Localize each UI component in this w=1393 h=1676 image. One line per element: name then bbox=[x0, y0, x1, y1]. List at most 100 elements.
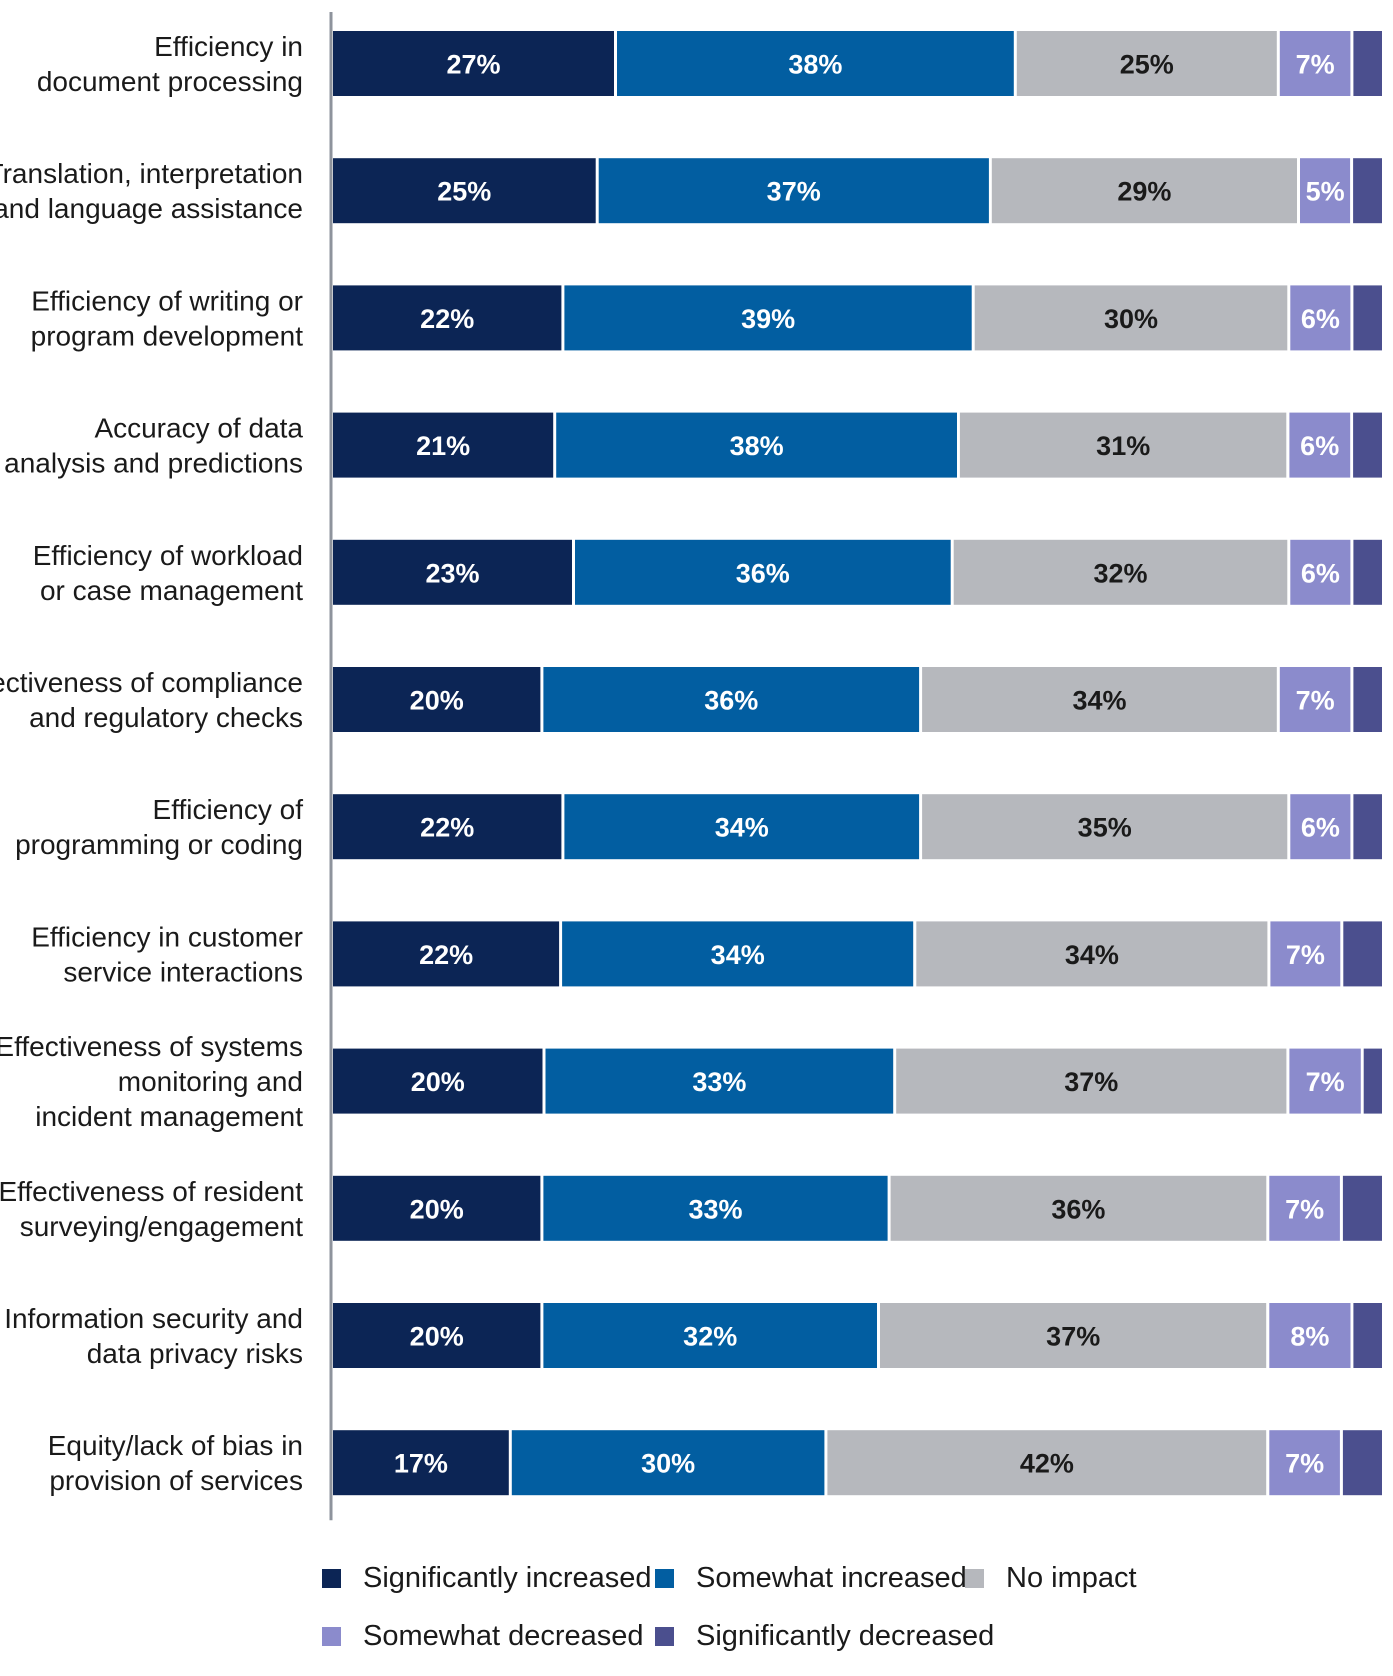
data-label: 34% bbox=[711, 940, 765, 970]
category-label: data privacy risks bbox=[87, 1338, 303, 1369]
data-label: 37% bbox=[1064, 1067, 1118, 1097]
data-label: 7% bbox=[1306, 1067, 1345, 1097]
bar-segment bbox=[333, 794, 562, 860]
data-label: 5% bbox=[1306, 177, 1345, 207]
category-label: Efficiency in bbox=[154, 31, 303, 62]
bar-segment bbox=[1269, 1303, 1351, 1368]
data-label: 20% bbox=[411, 1067, 465, 1097]
bar-segment bbox=[333, 1303, 541, 1368]
bar-segment bbox=[333, 158, 596, 224]
bar-segment bbox=[333, 921, 560, 987]
bar-segment bbox=[1300, 158, 1351, 224]
data-label: 25% bbox=[1120, 50, 1174, 80]
data-label: 20% bbox=[410, 1322, 464, 1352]
data-label: 38% bbox=[788, 50, 842, 80]
bar-segment bbox=[1016, 31, 1277, 96]
data-label: 37% bbox=[1046, 1322, 1100, 1352]
category-label: analysis and predictions bbox=[4, 448, 303, 479]
bar-segment bbox=[333, 539, 572, 605]
data-label: 6% bbox=[1301, 558, 1340, 588]
category-label: Equity/lack of bias in bbox=[48, 1430, 303, 1461]
bar-segment bbox=[543, 667, 920, 732]
category-label: Effectiveness of systems bbox=[0, 1031, 303, 1062]
data-label: 30% bbox=[1104, 304, 1158, 334]
data-label: 7% bbox=[1296, 686, 1335, 716]
legend-item: Significantly increased bbox=[322, 1562, 652, 1595]
bar-segment bbox=[1289, 1048, 1361, 1114]
bar-segment bbox=[1353, 539, 1382, 605]
legend-label: Somewhat decreased bbox=[363, 1620, 644, 1652]
bar-segment bbox=[953, 539, 1288, 605]
bar-segment bbox=[333, 31, 614, 96]
bar-segment bbox=[922, 794, 1288, 860]
category-label: Efficiency in customer bbox=[31, 921, 303, 952]
legend-item: Somewhat decreased bbox=[322, 1620, 644, 1653]
legend-swatch bbox=[322, 1627, 341, 1646]
category-label: provision of services bbox=[49, 1465, 303, 1496]
legend-swatch bbox=[655, 1569, 674, 1588]
legend-swatch bbox=[322, 1569, 341, 1588]
bar-segment bbox=[333, 1430, 509, 1496]
bar-segment bbox=[974, 285, 1288, 351]
bar-segment bbox=[959, 412, 1287, 478]
data-label: 6% bbox=[1301, 813, 1340, 843]
bar-segment bbox=[1353, 667, 1382, 732]
data-label: 22% bbox=[419, 940, 473, 970]
bar-segment bbox=[1290, 794, 1351, 860]
category-label: Translation, interpretation bbox=[0, 158, 303, 189]
category-label: or case management bbox=[40, 575, 303, 606]
category-label: Effectiveness of compliance bbox=[0, 667, 303, 698]
data-label: 20% bbox=[410, 1194, 464, 1224]
bar-segment bbox=[511, 1430, 825, 1496]
category-label: and regulatory checks bbox=[29, 702, 303, 733]
bar-segment bbox=[890, 1175, 1267, 1241]
data-label: 7% bbox=[1285, 1449, 1324, 1479]
bar-segment bbox=[575, 539, 951, 605]
category-label: service interactions bbox=[63, 956, 303, 987]
bar-segment bbox=[916, 921, 1268, 987]
legend-swatch bbox=[655, 1627, 674, 1646]
bar-segment bbox=[880, 1303, 1267, 1368]
bar-segment bbox=[1353, 158, 1382, 224]
bar-segment bbox=[1342, 1175, 1382, 1241]
data-label: 34% bbox=[1065, 940, 1119, 970]
legend-item: No impact bbox=[965, 1562, 1137, 1595]
data-label: 29% bbox=[1117, 177, 1171, 207]
bar-segment bbox=[896, 1048, 1287, 1114]
bar-segment bbox=[1290, 285, 1351, 351]
data-label: 6% bbox=[1301, 304, 1340, 334]
category-label: Accuracy of data bbox=[94, 413, 303, 444]
bar-segment bbox=[1289, 412, 1351, 478]
category-label: Effectiveness of resident bbox=[0, 1176, 303, 1207]
data-label: 22% bbox=[420, 304, 474, 334]
data-label: 25% bbox=[437, 177, 491, 207]
bar-segment bbox=[333, 285, 562, 351]
bar-segment bbox=[1363, 1048, 1382, 1114]
bar-segment bbox=[1279, 31, 1351, 96]
bar-segment bbox=[543, 1175, 888, 1241]
bar-segment bbox=[333, 667, 541, 732]
bar-segment bbox=[545, 1048, 894, 1114]
category-label: program development bbox=[31, 320, 304, 351]
bar-segment bbox=[1353, 31, 1382, 96]
data-label: 34% bbox=[1072, 686, 1126, 716]
bar-segment bbox=[1279, 667, 1351, 732]
category-label: Efficiency of writing or bbox=[31, 285, 303, 316]
category-label: surveying/engagement bbox=[20, 1211, 304, 1242]
data-label: 34% bbox=[715, 813, 769, 843]
bar-segment bbox=[598, 158, 989, 224]
bar-segment bbox=[564, 285, 972, 351]
bar-segment bbox=[1270, 921, 1341, 987]
data-label: 31% bbox=[1096, 431, 1150, 461]
legend-label: Significantly increased bbox=[363, 1562, 652, 1594]
data-label: 36% bbox=[704, 686, 758, 716]
bar-segment bbox=[1353, 285, 1382, 351]
category-label: document processing bbox=[37, 66, 303, 97]
category-label: Information security and bbox=[4, 1303, 303, 1334]
data-label: 21% bbox=[416, 431, 470, 461]
data-label: 17% bbox=[394, 1449, 448, 1479]
legend-item: Significantly decreased bbox=[655, 1620, 994, 1653]
bar-segment bbox=[333, 412, 554, 478]
data-label: 38% bbox=[730, 431, 784, 461]
bar-segment bbox=[562, 921, 914, 987]
